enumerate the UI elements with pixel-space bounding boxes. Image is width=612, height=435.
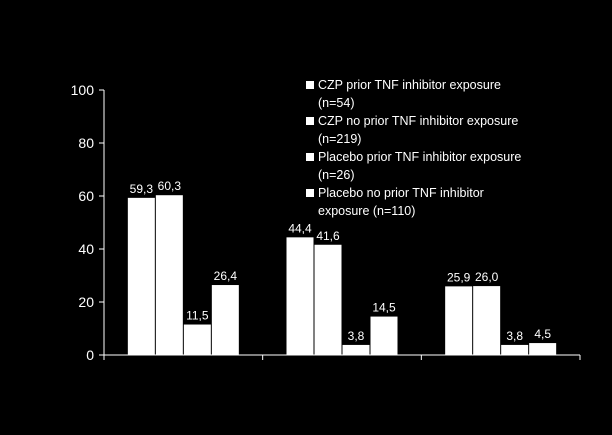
y-tick-label: 80: [78, 135, 94, 151]
y-tick-label: 100: [71, 82, 95, 98]
bar: [370, 316, 398, 355]
legend-swatch: [306, 153, 314, 161]
bar-value-label: 26,0: [475, 270, 499, 284]
bar-value-label: 14,5: [372, 301, 396, 315]
bar-value-label: 3,8: [506, 329, 523, 343]
bar-value-label: 25,9: [447, 270, 471, 284]
bar: [501, 344, 529, 355]
chart-data-labels: 59,3 60,3 11,5 26,4 44,4 41,6 3,8 14,5 25,9 26,0 3…: [130, 179, 552, 343]
bar-value-label: 60,3: [158, 179, 182, 193]
bar: [286, 237, 314, 355]
y-tick-label: 60: [78, 188, 94, 204]
bar: [473, 286, 501, 355]
bar-value-label: 3,8: [348, 329, 365, 343]
legend-label: Placebo prior TNF inhibitor exposure (n=…: [318, 150, 522, 182]
legend-swatch: [306, 81, 314, 89]
chart-legend: CZP prior TNF inhibitor exposure (n=54) …: [306, 76, 536, 220]
legend-swatch: [306, 117, 314, 125]
y-tick-label: 20: [78, 294, 94, 310]
bar: [314, 244, 342, 355]
y-tick-label: 40: [78, 241, 94, 257]
bar-value-label: 59,3: [130, 182, 154, 196]
legend-item-placebo-no-prior: Placebo no prior TNF inhibitor exposure …: [306, 184, 536, 220]
legend-item-czp-prior: CZP prior TNF inhibitor exposure (n=54): [306, 76, 536, 112]
legend-label: CZP prior TNF inhibitor exposure (n=54): [318, 78, 501, 110]
legend-item-czp-no-prior: CZP no prior TNF inhibitor exposure (n=2…: [306, 112, 536, 148]
legend-label: CZP no prior TNF inhibitor exposure (n=2…: [318, 114, 519, 146]
chart-axes: 0 20 40 60 80 100: [71, 82, 581, 363]
bar-value-label: 26,4: [214, 269, 238, 283]
bar: [445, 286, 473, 355]
legend-label: Placebo no prior TNF inhibitor exposure …: [318, 186, 484, 218]
y-tick-label: 0: [86, 347, 94, 363]
chart-bars: [127, 195, 557, 355]
bar: [155, 195, 183, 355]
bar: [529, 343, 557, 355]
legend-swatch: [306, 189, 314, 197]
bar-value-label: 4,5: [534, 327, 551, 341]
bar: [211, 285, 239, 355]
bar-value-label: 11,5: [186, 309, 209, 323]
bar-value-label: 41,6: [316, 229, 340, 243]
bar-value-label: 44,4: [288, 221, 312, 235]
legend-item-placebo-prior: Placebo prior TNF inhibitor exposure (n=…: [306, 148, 536, 184]
bar: [127, 197, 155, 355]
bar: [342, 344, 370, 355]
bar: [183, 324, 211, 355]
